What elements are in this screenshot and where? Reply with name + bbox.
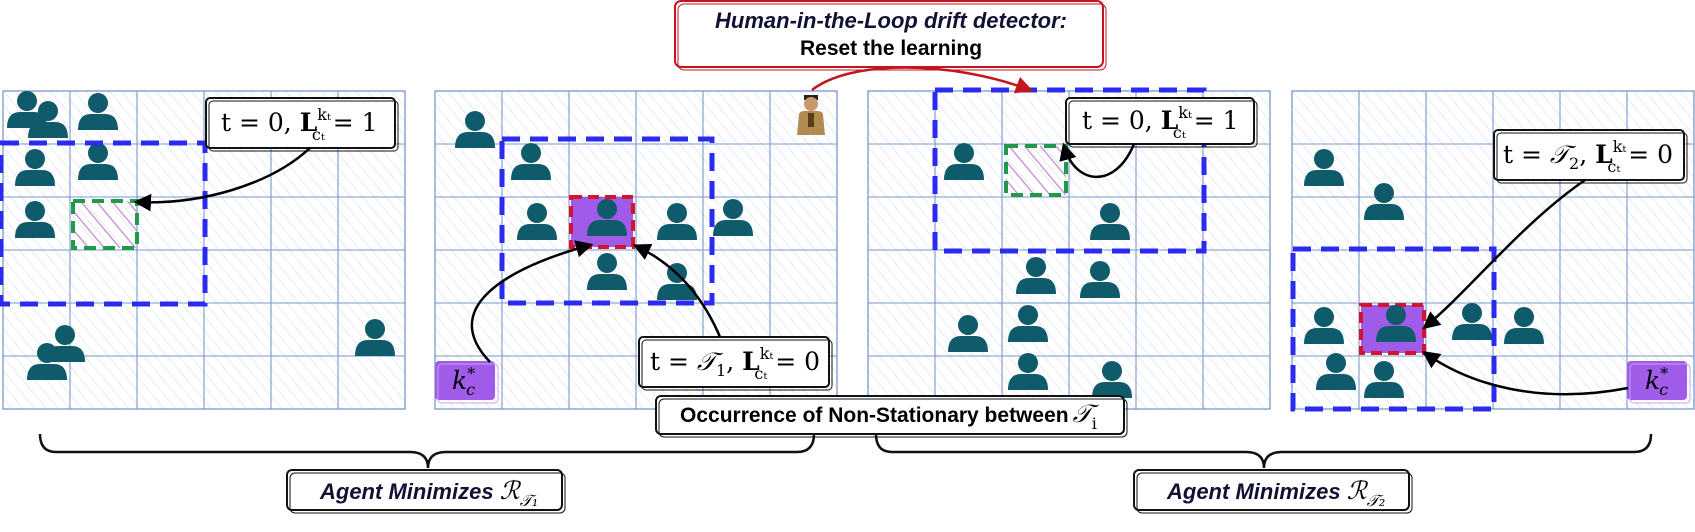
arrow-reset — [811, 66, 1034, 94]
blue-region — [0, 140, 208, 307]
blue-region — [1290, 246, 1497, 412]
arrow-panel-3 — [1059, 142, 1136, 179]
drift-detector-banner: Human-in-the-Loop drift detector: Reset … — [674, 0, 1107, 71]
svg-text:Agent Minimizes ℛ𝒯₁: Agent Minimizes ℛ𝒯₁ — [319, 476, 538, 510]
brace-right — [874, 433, 1653, 469]
callout-panel-4: t = 𝒯2, Lkₜ cₜ = 0 — [1493, 129, 1688, 184]
arrow-callout-panel-2 — [632, 244, 722, 338]
green-target-cell — [1004, 144, 1068, 197]
svg-text:k*c: k* c — [452, 364, 475, 399]
svg-text:k*c: k* c — [1645, 364, 1668, 399]
brace-label-2: Agent Minimizes ℛ𝒯₂ — [1133, 469, 1413, 514]
callout-panel-1: t = 0, Lkₜ cₜ = 1 — [205, 97, 399, 152]
arrow-callout-panel-4 — [1422, 178, 1586, 330]
blue-region — [499, 136, 715, 306]
non-stationary-label: Occurrence of Non-Stationary between 𝒯i — [655, 395, 1128, 438]
brace-left — [38, 433, 816, 469]
banner-line-2: Reset the learning — [800, 37, 982, 60]
green-target-cell — [71, 199, 139, 250]
callout-lhs: t = 0, — [221, 108, 300, 137]
badge-panel-4: k* c — [1627, 361, 1691, 404]
arrow-badge-panel-2 — [470, 240, 594, 363]
brace-label-1: Agent Minimizes ℛ𝒯₁ — [286, 469, 566, 514]
callout-panel-2: t = 𝒯1, Lkₜ cₜ = 0 — [638, 336, 833, 391]
blue-region — [932, 87, 1207, 254]
svg-text:Agent Minimizes ℛ𝒯₂: Agent Minimizes ℛ𝒯₂ — [1166, 476, 1385, 510]
supervisor-icon — [797, 95, 825, 135]
banner-line-1: Human-in-the-Loop drift detector: — [715, 8, 1067, 33]
badge-panel-2: k* c — [435, 361, 499, 404]
callout-panel-3: t = 0, Lkₜ cₜ = 1 — [1065, 97, 1258, 148]
arrow-badge-panel-4 — [1422, 350, 1629, 396]
arrow-panel-1 — [133, 147, 311, 212]
